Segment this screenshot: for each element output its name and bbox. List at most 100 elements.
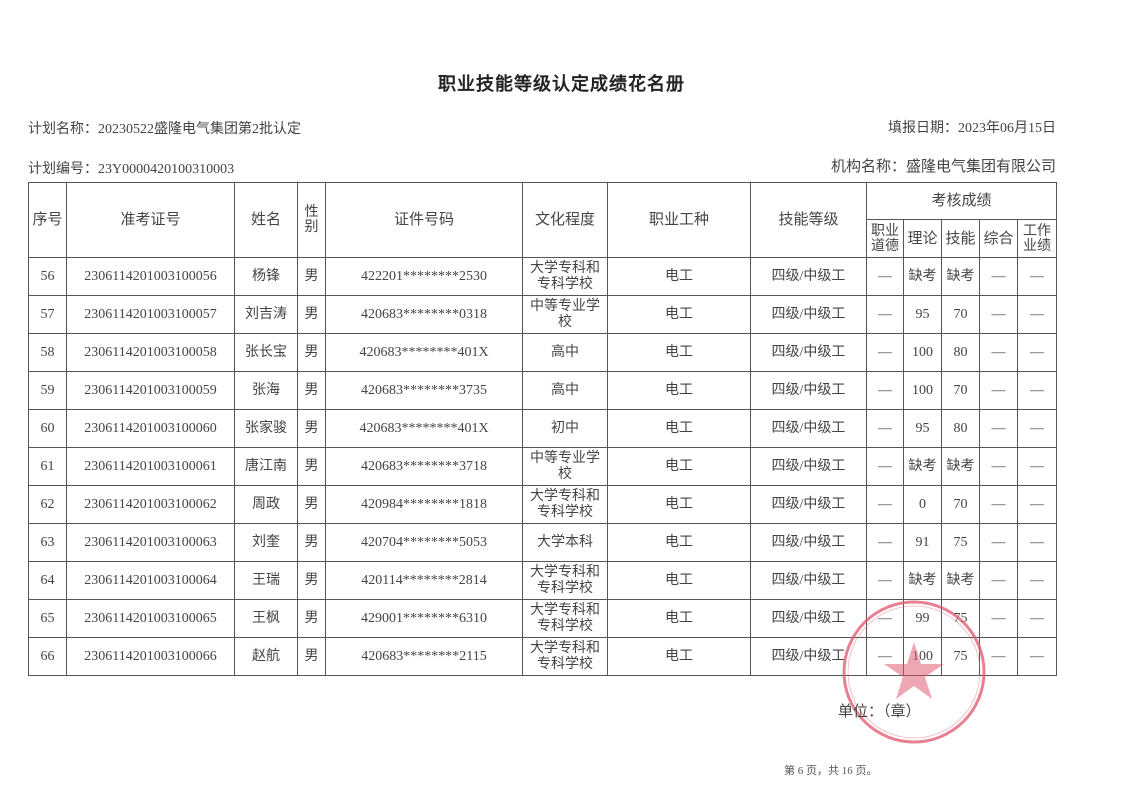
cell-work: — [1017,257,1057,296]
cell-theory: 99 [903,599,942,638]
cell-skill: 75 [941,637,980,676]
table-row: 59 2306114201003100059 张海男 420683********37… [28,371,1057,410]
cell-education: 大学专科和专科学校 [522,561,608,600]
header-level: 技能等级 [750,182,867,258]
plan-name: 计划名称：20230522盛隆电气集团第2批认定 [28,122,301,137]
cell-theory: 缺考 [903,561,942,600]
cell-seq: 66 [28,637,67,676]
cell-ethics: — [866,371,904,410]
cell-ethics: — [866,637,904,676]
cell-occupation: 电工 [607,637,751,676]
cell-ticket: 2306114201003100059 [66,371,235,410]
table-row: 65 2306114201003100065 王枫男 429001********63… [28,599,1057,638]
header-ticket: 准考证号 [66,182,235,258]
cell-overall: — [979,333,1018,372]
cell-seq: 62 [28,485,67,524]
header-scores: 考核成绩 [866,182,1057,220]
cell-id: 420683********0318 [325,295,523,334]
cell-ticket: 2306114201003100064 [66,561,235,600]
cell-id: 420984********1818 [325,485,523,524]
page-indicator: 第 6 页，共 16 页。 [784,765,878,777]
cell-id: 422201********2530 [325,257,523,296]
cell-work: — [1017,485,1057,524]
cell-overall: — [979,485,1018,524]
header-occupation: 职业工种 [607,182,751,258]
cell-gender: 男 [297,447,326,486]
cell-ticket: 2306114201003100063 [66,523,235,562]
cell-seq: 59 [28,371,67,410]
cell-name: 王瑞 [234,561,298,600]
header-overall: 综合 [979,219,1018,258]
cell-theory: 91 [903,523,942,562]
cell-overall: — [979,523,1018,562]
cell-level: 四级/中级工 [750,447,867,486]
cell-occupation: 电工 [607,409,751,448]
cell-ticket: 2306114201003100066 [66,637,235,676]
cell-education: 大学专科和专科学校 [522,485,608,524]
cell-ticket: 2306114201003100060 [66,409,235,448]
table-row: 58 2306114201003100058 张长宝男 420683********4… [28,333,1057,372]
cell-level: 四级/中级工 [750,523,867,562]
cell-education: 中等专业学校 [522,295,608,334]
cell-education: 高中 [522,371,608,410]
cell-level: 四级/中级工 [750,257,867,296]
cell-theory: 95 [903,295,942,334]
cell-name: 张家骏 [234,409,298,448]
cell-work: — [1017,637,1057,676]
cell-skill: 缺考 [941,561,980,600]
cell-ethics: — [866,447,904,486]
cell-ethics: — [866,409,904,448]
table-row: 62 2306114201003100062 周政男 420984********18… [28,485,1057,524]
cell-skill: 75 [941,523,980,562]
cell-name: 张海 [234,371,298,410]
cell-education: 大学专科和专科学校 [522,599,608,638]
unit-seal-label: 单位：（章） [838,704,921,720]
cell-id: 420683********401X [325,409,523,448]
cell-overall: — [979,409,1018,448]
cell-ticket: 2306114201003100056 [66,257,235,296]
cell-level: 四级/中级工 [750,409,867,448]
header-ethics: 职业道德 [866,219,904,258]
header-education: 文化程度 [522,182,608,258]
cell-ethics: — [866,333,904,372]
cell-work: — [1017,371,1057,410]
header-gender: 性别 [297,182,326,258]
cell-ticket: 2306114201003100058 [66,333,235,372]
cell-id: 429001********6310 [325,599,523,638]
cell-overall: — [979,295,1018,334]
plan-number: 计划编号：23Y0000420100310003 [28,162,235,177]
cell-ethics: — [866,599,904,638]
cell-ticket: 2306114201003100065 [66,599,235,638]
cell-gender: 男 [297,333,326,372]
cell-seq: 64 [28,561,67,600]
cell-id: 420683********2115 [325,637,523,676]
cell-seq: 60 [28,409,67,448]
cell-overall: — [979,561,1018,600]
cell-name: 赵航 [234,637,298,676]
header-seq: 序号 [28,182,67,258]
cell-occupation: 电工 [607,485,751,524]
cell-seq: 58 [28,333,67,372]
cell-ethics: — [866,523,904,562]
cell-seq: 63 [28,523,67,562]
cell-name: 杨锋 [234,257,298,296]
cell-skill: 70 [941,371,980,410]
table-row: 64 2306114201003100064 王瑞男 420114********28… [28,561,1057,600]
cell-occupation: 电工 [607,371,751,410]
cell-gender: 男 [297,295,326,334]
cell-education: 大学本科 [522,523,608,562]
cell-name: 张长宝 [234,333,298,372]
cell-work: — [1017,523,1057,562]
cell-name: 王枫 [234,599,298,638]
cell-skill: 75 [941,599,980,638]
table-row: 56 2306114201003100056 杨锋男 422201********25… [28,257,1057,296]
cell-theory: 0 [903,485,942,524]
cell-education: 中等专业学校 [522,447,608,486]
cell-overall: — [979,447,1018,486]
cell-gender: 男 [297,257,326,296]
cell-level: 四级/中级工 [750,637,867,676]
header-name: 姓名 [234,182,298,258]
cell-occupation: 电工 [607,257,751,296]
table-row: 60 2306114201003100060 张家骏男 420683********4… [28,409,1057,448]
cell-occupation: 电工 [607,295,751,334]
